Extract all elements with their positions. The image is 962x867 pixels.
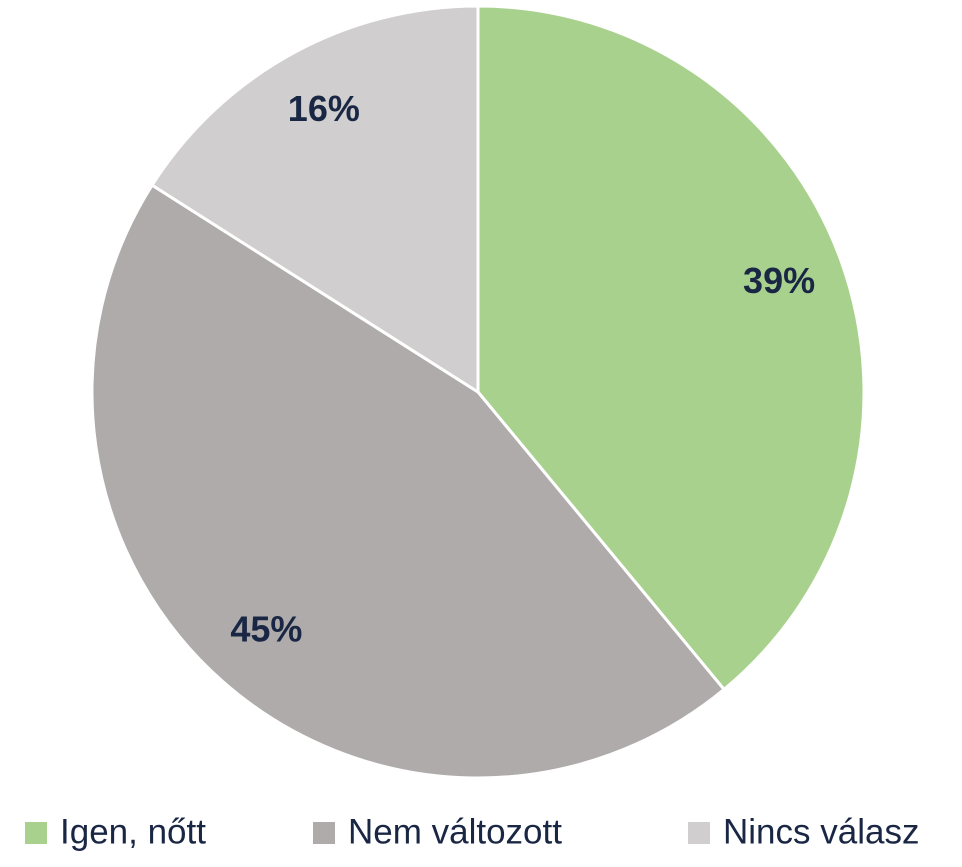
legend-swatch <box>313 822 335 844</box>
value-label: 39% <box>743 260 815 301</box>
legend-label: Nincs válasz <box>723 812 919 851</box>
legend-label: Nem változott <box>348 812 562 851</box>
pie-slice <box>90 183 727 780</box>
legend-label: Igen, nőtt <box>60 812 206 851</box>
value-label: 16% <box>288 88 360 129</box>
legend-swatch <box>688 822 710 844</box>
legend-swatch <box>25 822 47 844</box>
pie-slice <box>476 4 866 692</box>
value-label: 45% <box>230 609 302 650</box>
pie-slice <box>150 4 480 395</box>
